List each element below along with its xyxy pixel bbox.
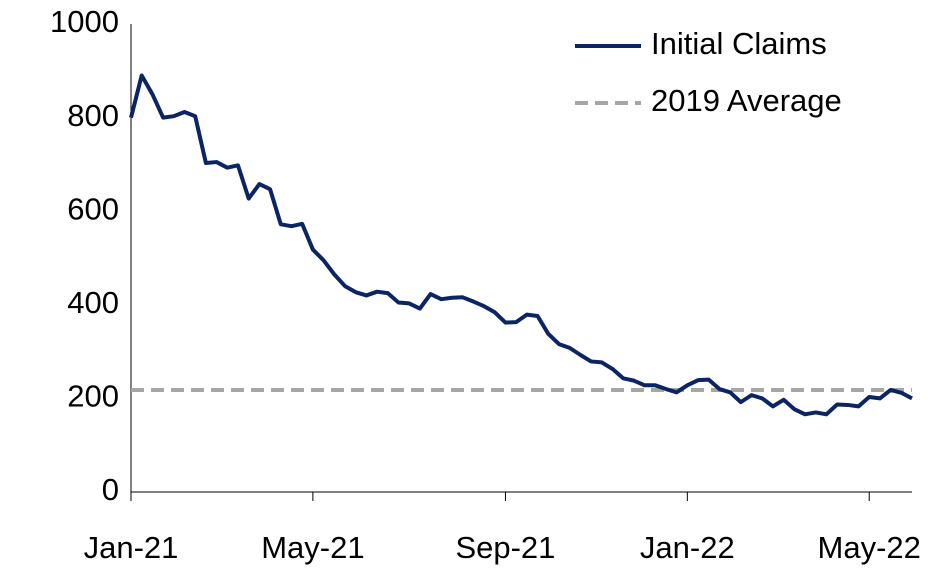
- y-tick-label: 0: [102, 472, 119, 507]
- y-tick-label: 600: [67, 191, 119, 226]
- y-tick-label: 800: [67, 98, 119, 133]
- y-tick-label: 1000: [50, 4, 119, 39]
- legend-label: Initial Claims: [651, 26, 827, 61]
- legend-label: 2019 Average: [651, 83, 842, 118]
- y-tick-label: 400: [67, 285, 119, 320]
- x-tick-label: May-22: [818, 530, 921, 565]
- x-tick-label: Sep-21: [455, 530, 555, 565]
- x-tick-label: May-21: [261, 530, 364, 565]
- line-series: [129, 73, 913, 417]
- x-tick-label: Jan-22: [640, 530, 735, 565]
- x-tick-label: Jan-21: [84, 530, 179, 565]
- y-tick-label: 200: [67, 379, 119, 414]
